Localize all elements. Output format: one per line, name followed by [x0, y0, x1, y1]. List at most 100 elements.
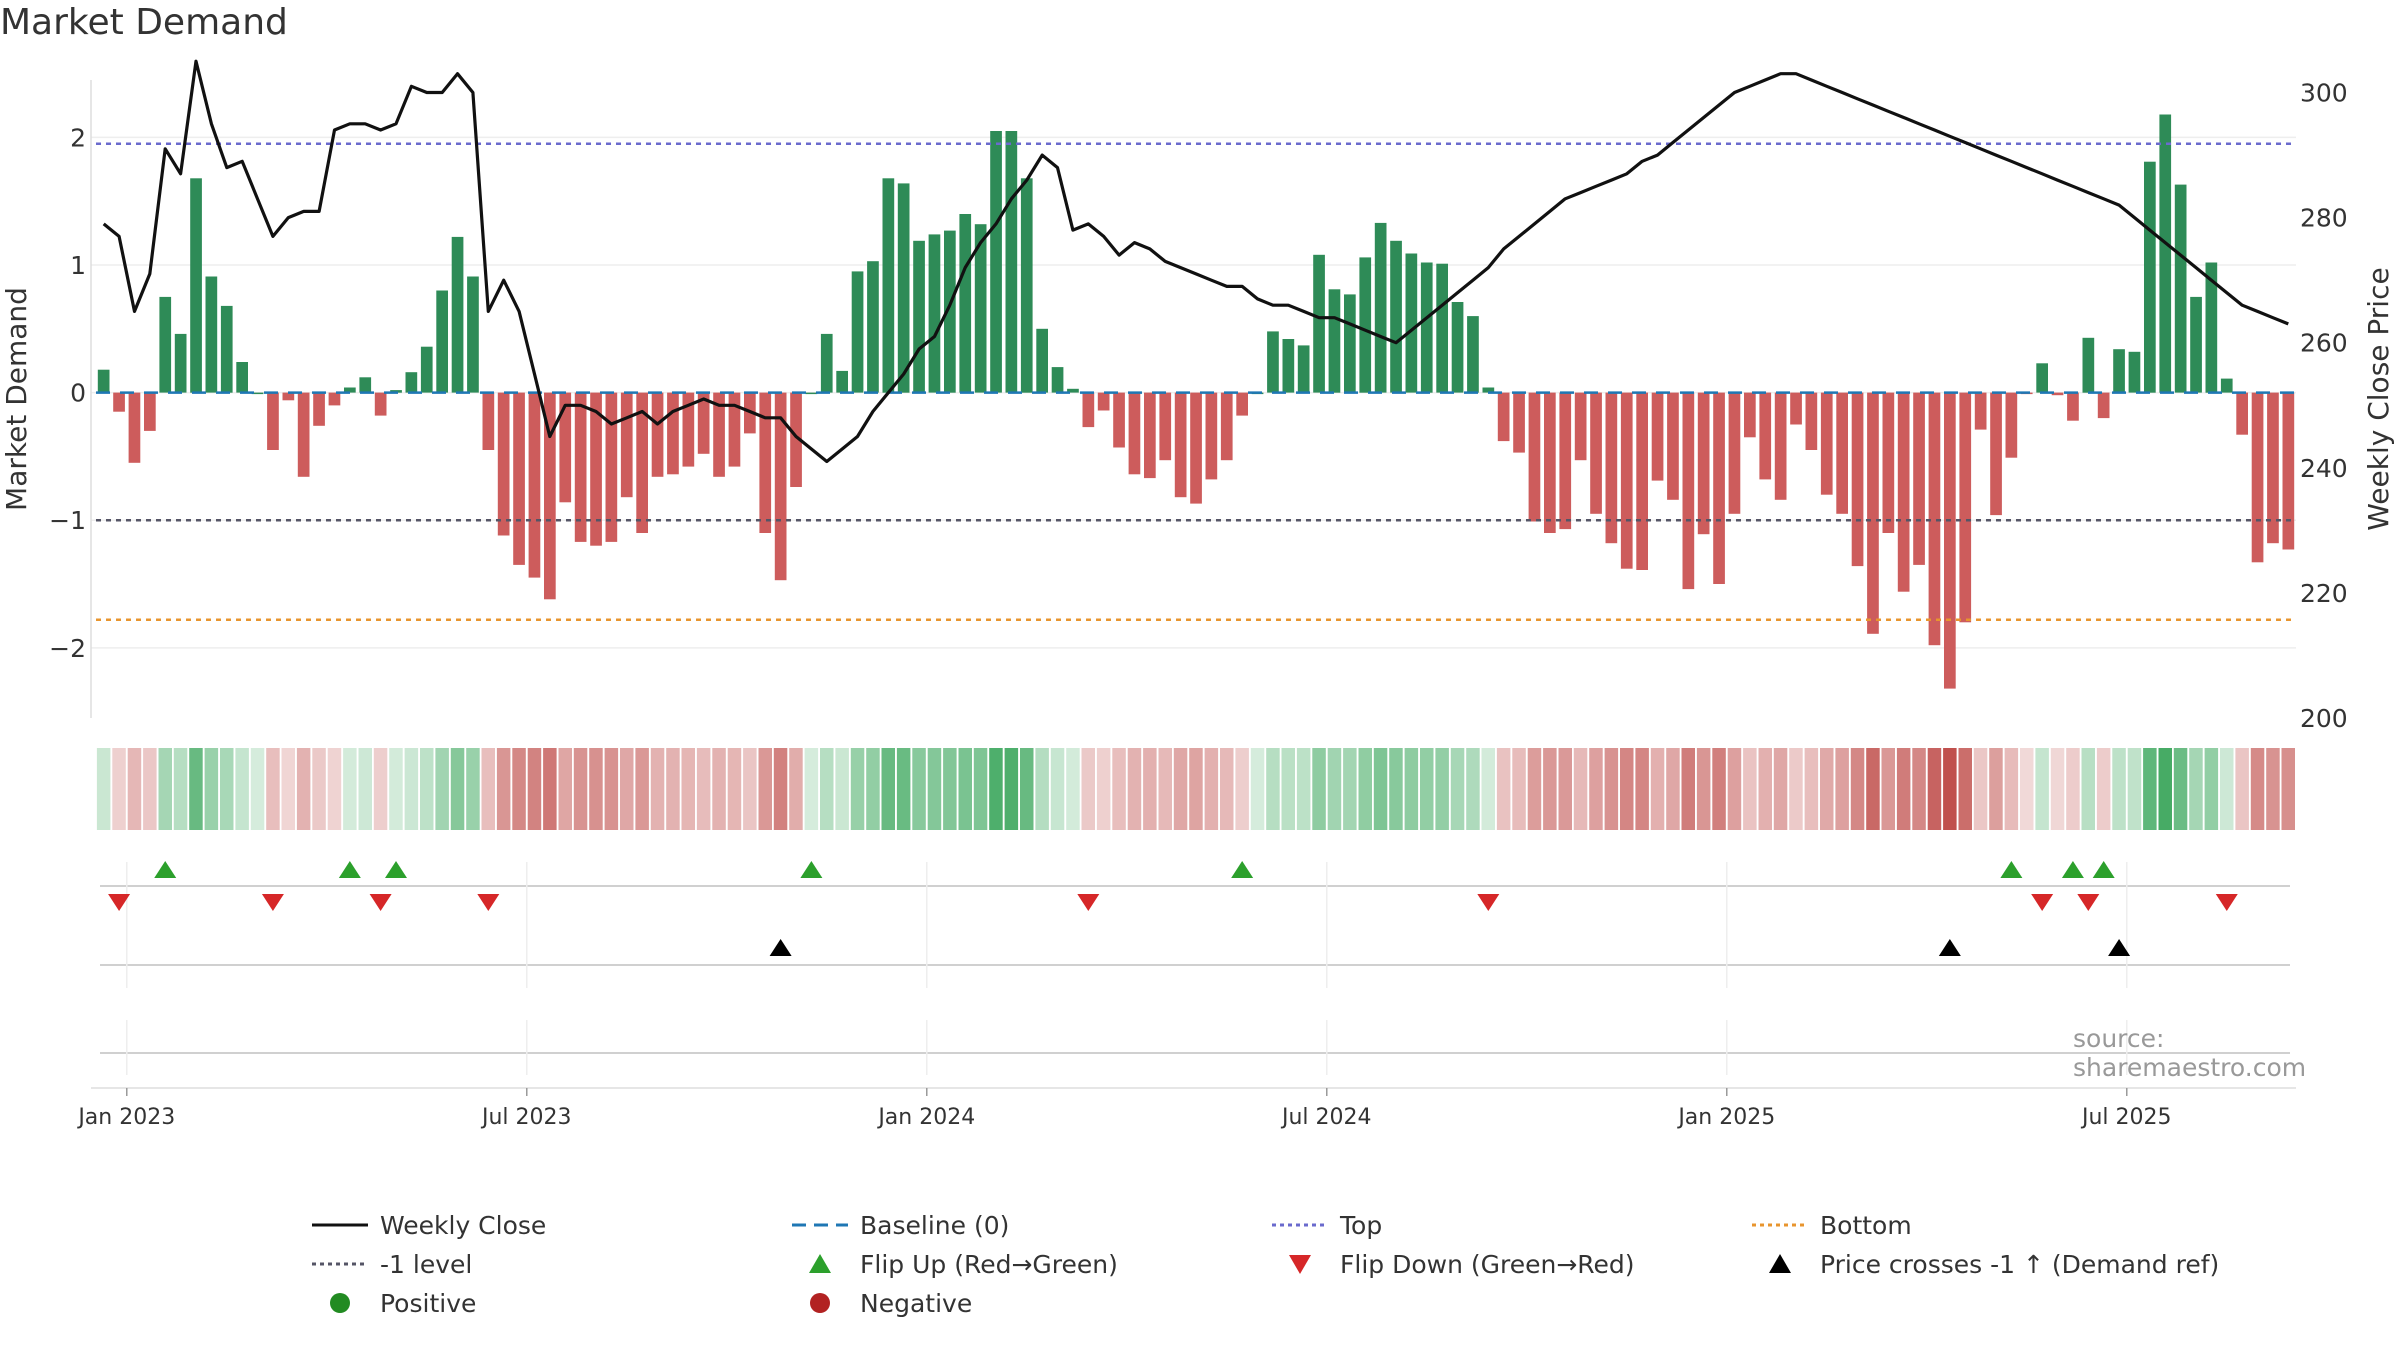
- heat-cell: [173, 748, 188, 830]
- demand-bar: [1913, 392, 1925, 565]
- heat-cell: [1727, 748, 1742, 830]
- heat-cell: [281, 748, 295, 830]
- demand-bar: [1128, 392, 1141, 475]
- demand-bar: [1267, 331, 1279, 393]
- demand-bar: [267, 392, 279, 450]
- demand-bar: [1851, 392, 1864, 567]
- demand-bar: [1867, 392, 1879, 634]
- demand-bar: [1974, 392, 1987, 430]
- heat-cell: [635, 748, 649, 830]
- demand-bar: [251, 392, 264, 395]
- heat-cell: [112, 748, 126, 830]
- heat-cell: [1466, 748, 1480, 830]
- heat-cell: [1496, 748, 1511, 830]
- demand-bar: [682, 392, 695, 467]
- heat-cell: [573, 748, 588, 830]
- heat-cell: [2050, 748, 2065, 830]
- heat-cell: [1696, 748, 1711, 830]
- demand-bar: [513, 392, 525, 565]
- heat-cell: [2127, 748, 2142, 830]
- heat-cell: [927, 748, 942, 830]
- demand-bar: [805, 392, 818, 395]
- demand-bar: [1236, 392, 1248, 416]
- demand-bar: [774, 392, 787, 581]
- legend-circle-icon: [810, 1293, 830, 1313]
- demand-bar: [1344, 294, 1356, 393]
- heat-cell: [2189, 748, 2203, 830]
- legend-label: Weekly Close: [380, 1210, 547, 1240]
- heat-cell: [1573, 748, 1588, 830]
- flip-down-marker: [1077, 894, 1100, 911]
- flip-up-marker: [2061, 861, 2084, 878]
- y-axis-title: Market Demand: [0, 287, 33, 511]
- legend-label: Bottom: [1820, 1210, 1912, 1240]
- demand-bar: [2159, 114, 2172, 393]
- demand-bar: [1174, 392, 1187, 498]
- demand-bar: [328, 392, 341, 406]
- heat-cell: [96, 748, 111, 830]
- heat-cell: [1281, 748, 1295, 830]
- demand-bar: [97, 369, 110, 393]
- demand-bar: [1190, 392, 1202, 504]
- demand-bar: [2082, 337, 2095, 393]
- demand-bar: [1051, 367, 1064, 393]
- heat-cell: [712, 748, 726, 830]
- heat-cell: [2281, 748, 2295, 830]
- demand-bar: [2005, 392, 2018, 458]
- demand-bar: [1528, 392, 1541, 522]
- demand-bar: [636, 392, 648, 533]
- demand-bar: [1144, 392, 1156, 479]
- heat-cell: [866, 748, 880, 830]
- demand-bar: [1820, 392, 1833, 495]
- demand-bar: [605, 392, 618, 542]
- heat-cell: [1189, 748, 1203, 830]
- y-tick-label: 0: [70, 379, 86, 408]
- heat-cell: [435, 748, 449, 830]
- heat-cell: [773, 748, 788, 830]
- heat-cell: [1373, 748, 1388, 830]
- heat-cell: [1450, 748, 1465, 830]
- demand-bar: [405, 372, 418, 393]
- heat-cell: [1835, 748, 1849, 830]
- demand-bar: [236, 362, 248, 393]
- price-cross-marker: [2108, 939, 2131, 956]
- demand-bar: [820, 333, 833, 393]
- heat-cell: [2066, 748, 2080, 830]
- demand-bar: [1405, 253, 1418, 393]
- heat-cell: [2096, 748, 2111, 830]
- heat-cell: [912, 748, 926, 830]
- demand-bar: [574, 392, 587, 542]
- heat-cell: [358, 748, 372, 830]
- demand-bar: [1113, 392, 1125, 448]
- demand-bar: [1297, 345, 1310, 393]
- heat-cell: [2035, 748, 2049, 830]
- y-tick-label: −2: [49, 634, 86, 663]
- heat-cell: [743, 748, 757, 830]
- demand-bar: [759, 392, 772, 533]
- heat-cell: [1250, 748, 1265, 830]
- flip-down-marker: [261, 894, 284, 911]
- legend-minus-one-level: -1 level: [310, 1249, 472, 1279]
- heat-cell: [250, 748, 265, 830]
- y2-tick-label: 200: [2300, 704, 2348, 733]
- legend-label: Negative: [860, 1288, 973, 1318]
- heat-cell: [312, 748, 326, 830]
- heat-cell: [881, 748, 895, 830]
- heat-cell: [850, 748, 865, 830]
- heat-cell: [1035, 748, 1049, 830]
- demand-bar: [1082, 392, 1095, 428]
- demand-bar: [1220, 392, 1233, 461]
- demand-bar: [297, 392, 310, 477]
- heat-cell: [1358, 748, 1372, 830]
- heat-cell: [1650, 748, 1665, 830]
- legend-dashed-line-icon: [792, 1223, 848, 1227]
- demand-bar: [2036, 363, 2048, 393]
- demand-bar: [1544, 392, 1556, 533]
- legend-flip-down: Flip Down (Green→Red): [1270, 1249, 1635, 1279]
- legend-top: Top: [1270, 1210, 1382, 1240]
- demand-bar: [1697, 392, 1710, 535]
- demand-bar: [713, 392, 725, 477]
- heat-cell: [1927, 748, 1942, 830]
- demand-bar: [1559, 392, 1572, 530]
- demand-bar: [128, 392, 141, 463]
